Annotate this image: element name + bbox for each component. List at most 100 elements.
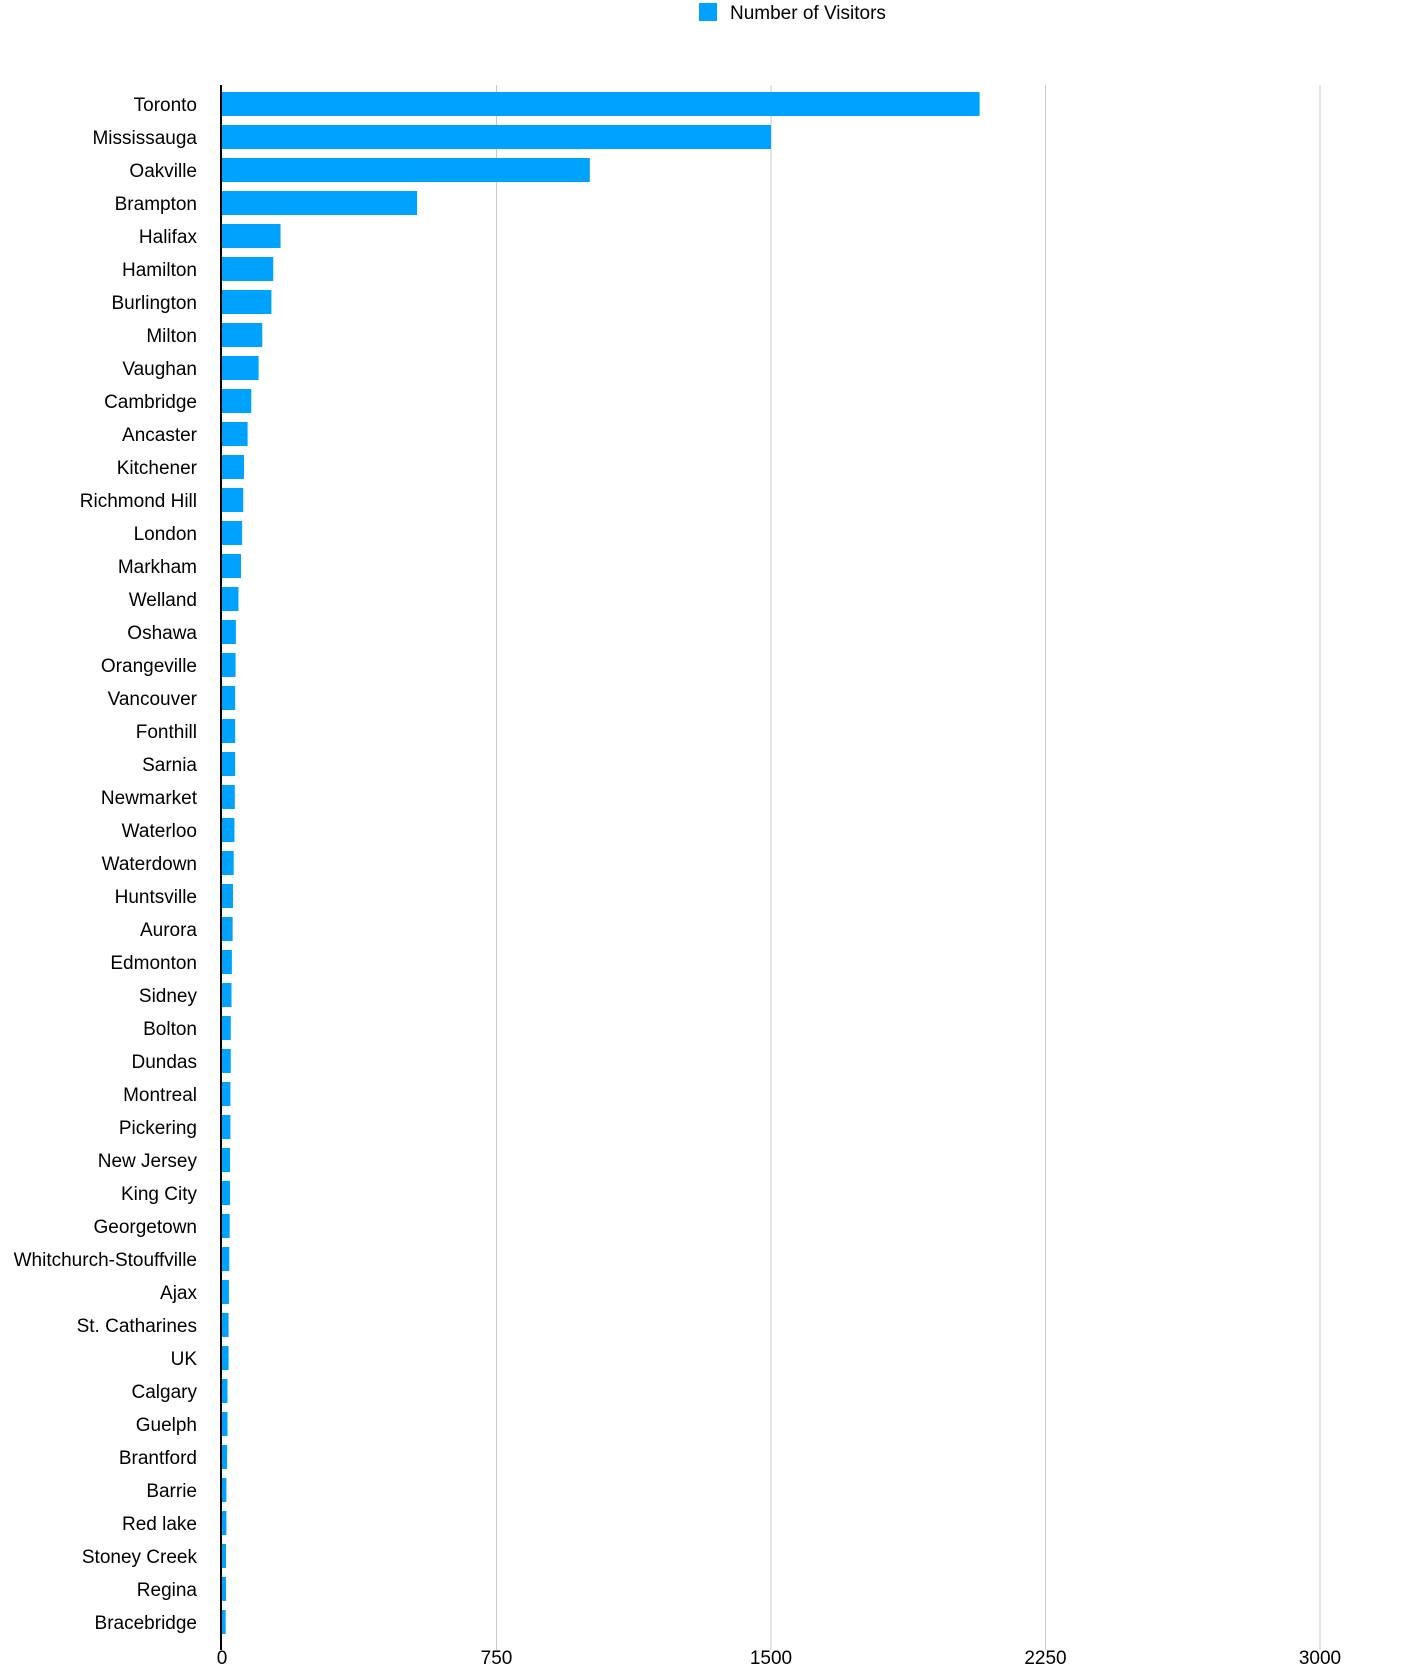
category-label: Halifax: [139, 227, 198, 248]
bar: [222, 818, 235, 842]
bar: [222, 785, 235, 809]
category-label: Toronto: [134, 95, 197, 116]
bar: [222, 653, 236, 677]
category-label: Calgary: [132, 1382, 198, 1403]
category-label: Waterloo: [122, 821, 197, 842]
bars: [222, 92, 980, 1634]
bar: [222, 686, 236, 710]
bar: [222, 290, 272, 314]
category-label: Barrie: [146, 1481, 197, 1502]
category-label: Mississauga: [92, 128, 197, 149]
category-label: Edmonton: [110, 953, 197, 974]
bar: [222, 191, 418, 215]
bar: [222, 1478, 227, 1502]
category-label: Sidney: [139, 986, 198, 1007]
bar: [222, 1313, 229, 1337]
bar: [222, 356, 259, 380]
legend: Number of Visitors: [699, 3, 886, 24]
x-tick-label: 750: [481, 1648, 513, 1669]
gridlines: [496, 85, 1321, 1650]
bar: [222, 620, 236, 644]
bar: [222, 1115, 231, 1139]
bar: [222, 1214, 230, 1238]
bar: [222, 488, 244, 512]
bar: [222, 389, 252, 413]
category-label: Whitchurch-Stouffville: [14, 1250, 197, 1271]
category-label: Ajax: [160, 1283, 197, 1304]
bar: [222, 257, 274, 281]
bar: [222, 1544, 227, 1568]
category-label: Waterdown: [102, 854, 197, 875]
bar: [222, 1247, 230, 1271]
bar: [222, 455, 244, 479]
category-label: St. Catharines: [77, 1316, 197, 1337]
x-tick-label: 0: [217, 1648, 228, 1669]
category-label: Orangeville: [101, 656, 197, 677]
bar: [222, 1346, 229, 1370]
x-tick-label: 1500: [750, 1648, 792, 1669]
category-label: Sarnia: [142, 755, 197, 776]
category-label: Bracebridge: [95, 1613, 197, 1634]
bar: [222, 1280, 229, 1304]
bar: [222, 1016, 231, 1040]
category-label: Oshawa: [127, 623, 197, 644]
category-label: Dundas: [132, 1052, 198, 1073]
category-label: London: [134, 524, 197, 545]
bar: [222, 224, 281, 248]
x-tick-label: 3000: [1299, 1648, 1341, 1669]
category-label: Newmarket: [101, 788, 198, 809]
category-label: Cambridge: [104, 392, 197, 413]
category-label: Milton: [146, 326, 197, 347]
bar: [222, 125, 771, 149]
bar: [222, 1577, 227, 1601]
category-label: Stoney Creek: [82, 1547, 198, 1568]
category-label: Kitchener: [117, 458, 198, 479]
bar: [222, 1379, 228, 1403]
bar: [222, 719, 236, 743]
bar: [222, 554, 242, 578]
category-label: Vancouver: [108, 689, 198, 710]
bar: [222, 521, 243, 545]
category-label: Fonthill: [136, 722, 197, 743]
x-tick-labels: 0 750 1500 2250 3000: [217, 1648, 1341, 1669]
category-label: Markham: [118, 557, 197, 578]
category-label: Burlington: [111, 293, 197, 314]
bar: [222, 851, 234, 875]
category-label: Aurora: [140, 920, 197, 941]
category-label: Georgetown: [93, 1217, 197, 1238]
category-label: Brantford: [119, 1448, 197, 1469]
bar: [222, 422, 248, 446]
category-labels: Toronto Mississauga Oakville Brampton Halifa…: [14, 95, 198, 1634]
category-label: Huntsville: [115, 887, 197, 908]
x-tick-label: 2250: [1024, 1648, 1066, 1669]
bar: [222, 1610, 226, 1634]
category-label: Richmond Hill: [80, 491, 197, 512]
bar: [222, 1049, 231, 1073]
bar: [222, 1445, 228, 1469]
legend-label: Number of Visitors: [730, 3, 886, 24]
category-label: Oakville: [129, 161, 197, 182]
bar: [222, 1511, 227, 1535]
bar: [222, 1148, 231, 1172]
bar: [222, 1412, 228, 1436]
category-label: Montreal: [123, 1085, 197, 1106]
category-label: Red lake: [122, 1514, 197, 1535]
category-label: Ancaster: [122, 425, 198, 446]
bar: [222, 92, 980, 116]
category-label: Regina: [137, 1580, 198, 1601]
category-label: Hamilton: [122, 260, 197, 281]
legend-swatch: [699, 3, 717, 21]
bar: [222, 587, 239, 611]
category-label: Guelph: [136, 1415, 197, 1436]
category-label: Vaughan: [122, 359, 197, 380]
category-label: UK: [171, 1349, 198, 1370]
bar: [222, 1082, 231, 1106]
bar: [222, 950, 232, 974]
category-label: New Jersey: [98, 1151, 198, 1172]
category-label: Brampton: [115, 194, 197, 215]
bar: [222, 917, 233, 941]
category-label: Bolton: [143, 1019, 197, 1040]
bar: [222, 323, 263, 347]
